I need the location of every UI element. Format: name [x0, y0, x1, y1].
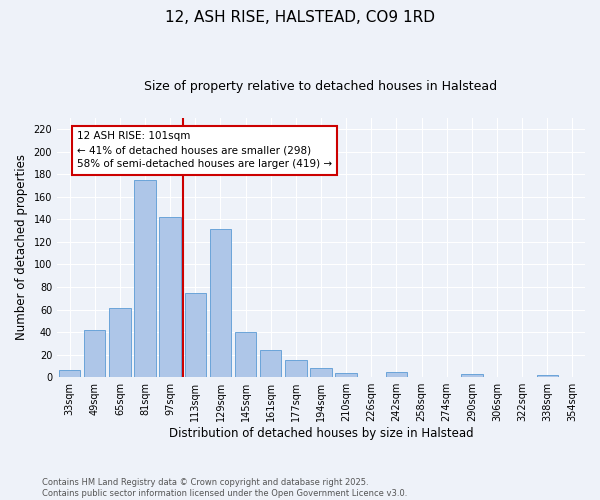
Bar — [386, 372, 407, 377]
Title: Size of property relative to detached houses in Halstead: Size of property relative to detached ho… — [145, 80, 497, 93]
Bar — [210, 230, 231, 377]
Bar — [461, 374, 482, 377]
X-axis label: Distribution of detached houses by size in Halstead: Distribution of detached houses by size … — [169, 427, 473, 440]
Text: 12, ASH RISE, HALSTEAD, CO9 1RD: 12, ASH RISE, HALSTEAD, CO9 1RD — [165, 10, 435, 25]
Bar — [160, 217, 181, 377]
Bar — [109, 308, 131, 377]
Text: Contains HM Land Registry data © Crown copyright and database right 2025.
Contai: Contains HM Land Registry data © Crown c… — [42, 478, 407, 498]
Y-axis label: Number of detached properties: Number of detached properties — [15, 154, 28, 340]
Bar — [536, 375, 558, 377]
Bar — [335, 372, 357, 377]
Text: 12 ASH RISE: 101sqm
← 41% of detached houses are smaller (298)
58% of semi-detac: 12 ASH RISE: 101sqm ← 41% of detached ho… — [77, 132, 332, 170]
Bar — [235, 332, 256, 377]
Bar — [185, 292, 206, 377]
Bar — [260, 350, 281, 377]
Bar — [285, 360, 307, 377]
Bar — [310, 368, 332, 377]
Bar — [59, 370, 80, 377]
Bar — [134, 180, 156, 377]
Bar — [84, 330, 106, 377]
